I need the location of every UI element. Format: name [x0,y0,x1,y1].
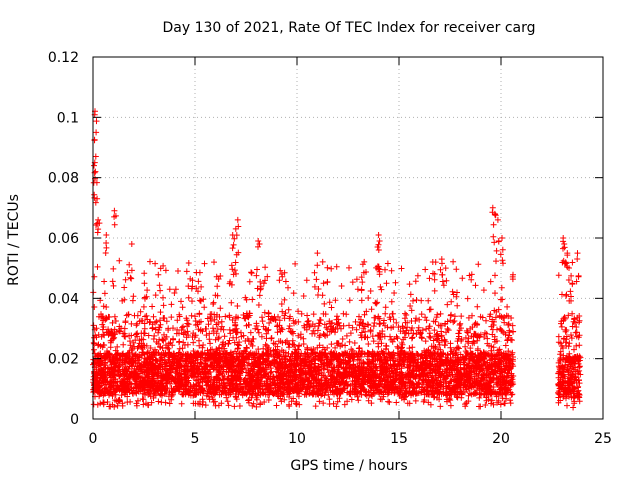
chart-title: Day 130 of 2021, Rate Of TEC Index for r… [162,20,535,36]
y-tick-label: 0 [70,412,79,428]
y-axis: 0 0.02 0.04 0.06 0.08 0.1 0.12 [48,50,603,428]
y-tick-label: 0.12 [48,50,79,66]
y-axis-label: ROTI / TECUs [6,194,22,286]
y-tick-label: 0.1 [57,110,79,126]
grid [93,57,603,419]
y-tick-label: 0.02 [48,352,79,368]
x-axis: 0 5 10 15 20 25 [89,57,612,447]
x-tick-label: 25 [594,431,612,447]
y-tick-label: 0.04 [48,291,79,307]
scatter-markers [90,108,584,411]
x-tick-label: 20 [492,431,510,447]
y-tick-label: 0.08 [48,171,79,187]
y-tick-label: 0.06 [48,231,79,247]
x-tick-label: 5 [191,431,200,447]
x-tick-label: 0 [89,431,98,447]
data-points [90,108,584,411]
x-axis-label: GPS time / hours [290,458,407,474]
x-tick-label: 15 [390,431,408,447]
x-tick-label: 10 [288,431,306,447]
